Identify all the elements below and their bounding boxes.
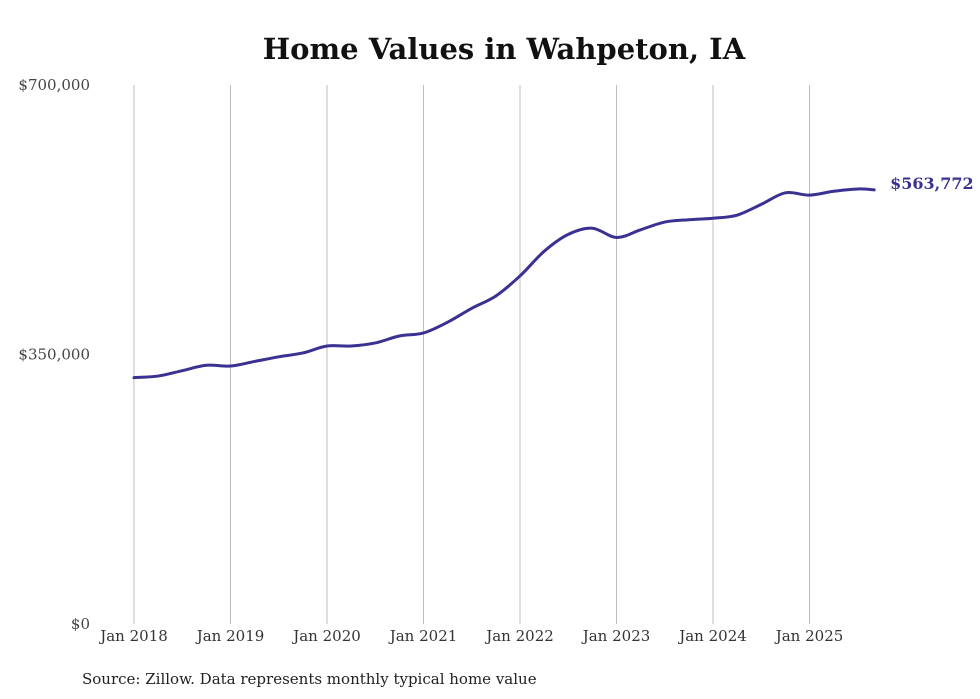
- data-point: [663, 221, 666, 224]
- data-point: [326, 345, 329, 348]
- data-point: [736, 214, 739, 217]
- y-tick-label: $700,000: [18, 76, 90, 94]
- data-point: [446, 321, 449, 324]
- x-tick-label: Jan 2022: [484, 627, 554, 645]
- data-point: [398, 335, 401, 338]
- series-layer: $563,772: [132, 174, 974, 380]
- source-note: Source: Zillow. Data represents monthly …: [82, 670, 537, 688]
- data-point: [567, 233, 570, 236]
- end-value-label: $563,772: [890, 174, 974, 193]
- data-point: [470, 307, 473, 310]
- x-tick-label: Jan 2019: [195, 627, 265, 645]
- data-point: [591, 227, 594, 230]
- x-tick-label: Jan 2025: [774, 627, 844, 645]
- data-point: [832, 190, 835, 193]
- x-tick-label: Jan 2021: [388, 627, 458, 645]
- data-point: [350, 345, 353, 348]
- data-point: [808, 194, 811, 197]
- data-point: [133, 376, 136, 379]
- data-point: [301, 351, 304, 354]
- data-point: [374, 341, 377, 344]
- chart-title: Home Values in Wahpeton, IA: [263, 32, 746, 66]
- x-tick-label: Jan 2018: [98, 627, 168, 645]
- data-point: [873, 188, 876, 191]
- data-point: [856, 187, 859, 190]
- y-tick-label: $0: [71, 615, 90, 633]
- x-tick-label: Jan 2024: [677, 627, 747, 645]
- data-point: [253, 360, 256, 363]
- data-point: [639, 228, 642, 231]
- data-point: [205, 364, 208, 367]
- data-point: [687, 218, 690, 221]
- data-point: [157, 375, 160, 378]
- data-point: [422, 331, 425, 334]
- y-tick-label: $350,000: [18, 346, 90, 364]
- gridlines: [133, 85, 810, 624]
- data-point: [615, 236, 618, 239]
- series-line-0: [132, 187, 876, 380]
- data-point: [277, 355, 280, 358]
- y-axis-ticks: $0 $350,000 $700,000: [18, 76, 90, 633]
- data-point: [229, 365, 232, 368]
- data-point: [181, 369, 184, 372]
- data-point: [784, 191, 787, 194]
- data-point: [543, 250, 546, 253]
- data-point: [494, 294, 497, 297]
- x-tick-label: Jan 2023: [581, 627, 651, 645]
- data-point: [712, 217, 715, 220]
- x-axis-ticks: Jan 2018 Jan 2019 Jan 2020 Jan 2021 Jan 2022…: [98, 627, 843, 645]
- data-point: [519, 274, 522, 277]
- x-tick-label: Jan 2020: [291, 627, 361, 645]
- data-point: [760, 203, 763, 206]
